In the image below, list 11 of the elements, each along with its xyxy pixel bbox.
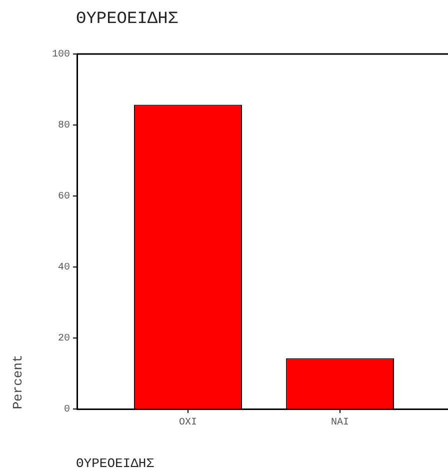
chart-title: ΘΥΡΕΟΕΙΔΗΣ: [76, 10, 178, 29]
y-tick-label: 100: [52, 50, 70, 61]
y-tick-label: 20: [58, 334, 70, 345]
y-tick-label: 60: [58, 192, 70, 203]
x-tick-label: OXI: [178, 418, 198, 429]
x-axis-title: ΘΥΡΕΟΕΙΔΗΣ: [76, 456, 154, 471]
y-tick-label: 0: [64, 404, 70, 416]
y-tick-label: 40: [58, 262, 70, 274]
y-axis-title: Percent: [10, 354, 26, 410]
x-tick-label: NAI: [331, 418, 350, 429]
y-tick-label: 80: [58, 120, 70, 132]
